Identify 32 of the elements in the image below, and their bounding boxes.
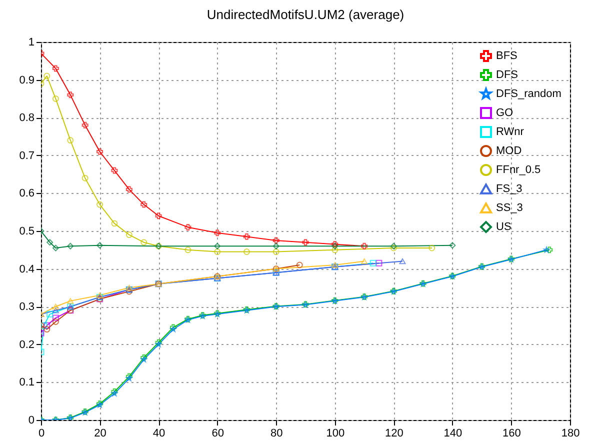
- x-tick-label: 60: [212, 428, 224, 440]
- x-tick-label: 20: [94, 428, 106, 440]
- y-tick-label: 1: [28, 36, 34, 48]
- x-tick-label: 100: [326, 428, 345, 440]
- x-tick-label: 80: [270, 428, 283, 440]
- legend-label: FS_3: [496, 183, 522, 195]
- x-tick-label: 40: [152, 428, 166, 440]
- legend-label: FFnr_0.5: [496, 164, 541, 176]
- y-tick-label: 0: [28, 414, 34, 426]
- y-tick-label: 0.5: [19, 226, 34, 238]
- x-tick-label: 120: [384, 428, 404, 440]
- y-tick-label: 0.8: [19, 112, 34, 124]
- legend-label: MOD: [496, 145, 522, 157]
- x-tick-label: 0: [38, 428, 45, 440]
- x-tick-label: 140: [444, 428, 462, 440]
- y-tick-label: 0.4: [19, 263, 34, 276]
- legend-label: GO: [496, 107, 514, 119]
- x-tick-label: 180: [561, 428, 580, 440]
- legend-label: DFS_random: [496, 88, 562, 100]
- y-tick-label: 0.6: [19, 188, 34, 200]
- y-tick-label: 0.9: [19, 74, 34, 86]
- y-tick-label: 0.7: [19, 150, 34, 162]
- legend-label: RWnr: [496, 126, 524, 138]
- x-tick-label: 160: [502, 428, 521, 440]
- legend-label: BFS: [496, 50, 518, 62]
- legend-label: US: [496, 221, 512, 233]
- legend-label: DFS: [496, 69, 518, 81]
- y-tick-label: 0.3: [19, 301, 34, 314]
- y-tick-label: 0.1: [19, 376, 34, 389]
- chart-title: UndirectedMotifsU.UM2 (average): [206, 7, 404, 22]
- y-tick-label: 0.2: [19, 338, 34, 351]
- legend-label: SS_3: [496, 202, 523, 214]
